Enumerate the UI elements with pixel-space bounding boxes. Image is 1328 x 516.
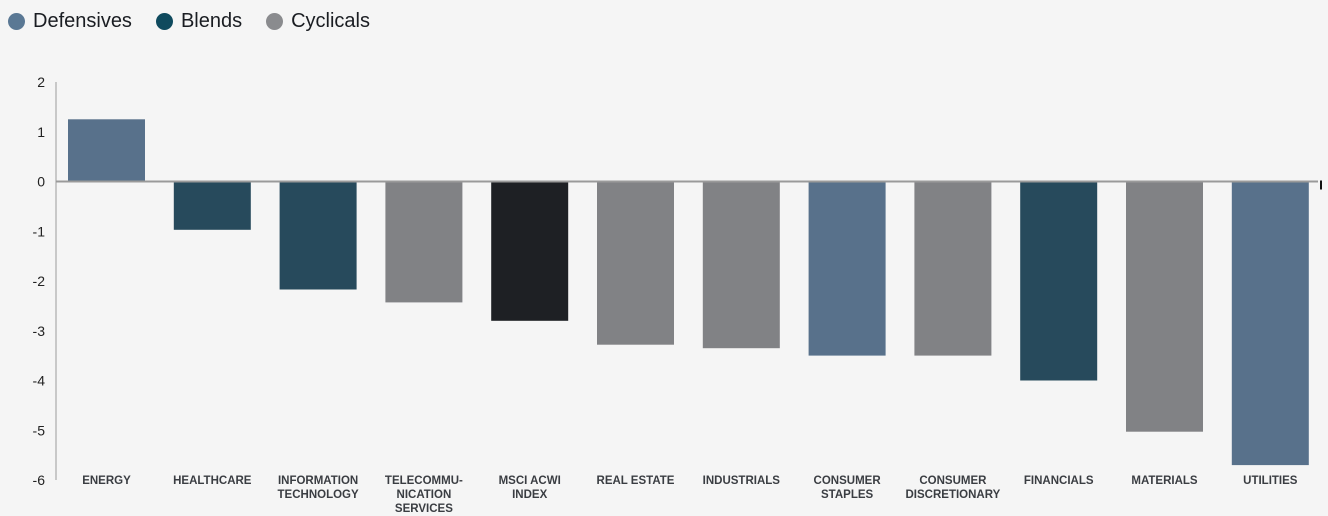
y-tick-label: 2 [37,74,45,90]
category-label: HEALTHCARE [173,475,252,487]
legend-label-defensives: Defensives [33,10,132,32]
category-label: TELECOMMU-NICATION SERVICES [385,475,463,515]
bar[interactable] [68,119,145,182]
y-tick-label: 0 [37,174,45,190]
category-label: MSCI ACWI INDEX [499,475,561,501]
legend-label-cyclicals: Cyclicals [291,10,370,32]
legend-item-defensives[interactable]: Defensives [8,10,132,33]
y-tick-label: 1 [37,124,45,140]
y-tick-label: -4 [33,373,46,389]
y-tick-label: -5 [33,422,46,438]
y-tick-label: -1 [33,223,46,239]
legend-dot-defensives-icon [8,13,25,30]
category-labels: ENERGY HEALTHCARE INFORMATION TECHNOLOGY TEL… [82,475,1298,515]
category-label: UTILITIES [1243,475,1298,487]
legend: Defensives Blends Cyclicals [8,10,394,33]
category-label: REAL ESTATE [597,475,675,487]
bar[interactable] [808,181,886,356]
y-tick-label: -6 [33,472,46,488]
bar[interactable] [279,181,357,290]
legend-label-blends: Blends [180,10,243,32]
category-label: INFORMATION TECHNOLOGY [278,475,359,501]
bar[interactable] [1126,181,1203,432]
bar[interactable] [491,181,569,321]
legend-dot-cyclicals-icon [266,13,284,30]
bar[interactable] [1231,181,1309,466]
legend-item-blends[interactable]: Blends [155,10,243,33]
legend-item-cyclicals[interactable]: Cyclicals [266,10,370,33]
category-label: CONSUMER STAPLES [814,475,882,501]
y-tick-label: -3 [33,323,46,339]
category-label: ENERGY [82,475,131,487]
bar[interactable] [173,181,251,230]
bar[interactable] [914,181,992,356]
bar[interactable] [597,181,674,345]
bars [68,119,1309,466]
category-label: INDUSTRIALS [703,475,781,487]
bar[interactable] [385,181,463,303]
bar[interactable] [702,181,780,349]
category-label: CONSUMER DISCRETIONARY [906,475,1001,501]
bar[interactable] [1020,181,1098,381]
category-label: MATERIALS [1131,475,1198,487]
category-label: FINANCIALS [1024,475,1094,487]
y-axis-ticks: 2 1 0 -1 -2 -3 -4 -5 -6 [33,74,46,488]
axes [55,82,1322,480]
y-tick-label: -2 [33,273,46,289]
legend-dot-blends-icon [155,13,173,30]
